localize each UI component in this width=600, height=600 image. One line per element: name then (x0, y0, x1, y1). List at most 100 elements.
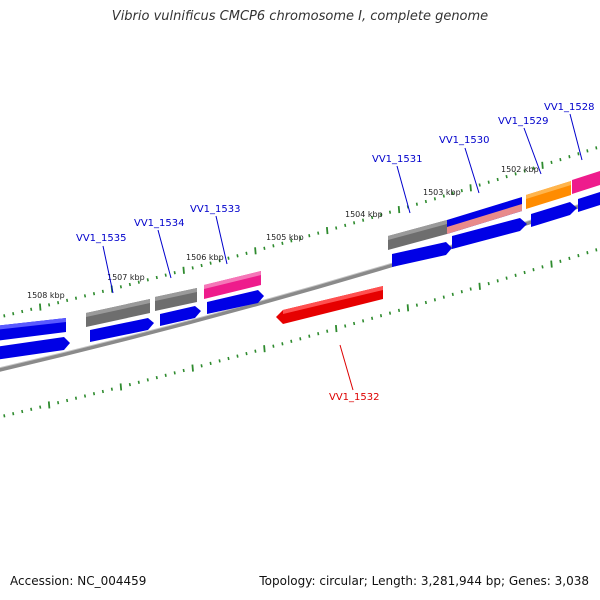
major-tick (326, 227, 329, 235)
minor-tick (101, 389, 104, 394)
minor-tick (541, 265, 544, 269)
minor-tick (119, 285, 122, 289)
cds-arrow[interactable] (90, 318, 154, 342)
minor-tick (478, 183, 481, 187)
cds-bar-overlay (0, 318, 66, 330)
major-tick (335, 325, 338, 333)
minor-tick (227, 356, 230, 361)
minor-tick (415, 202, 418, 206)
minor-tick (451, 191, 454, 195)
major-tick (119, 383, 123, 391)
minor-tick (505, 276, 508, 280)
minor-tick (344, 324, 347, 328)
gene-label-vv1-1531[interactable]: VV1_1531 (372, 154, 423, 165)
minor-tick (442, 295, 445, 299)
minor-tick (469, 287, 472, 291)
minor-tick (388, 311, 392, 315)
minor-tick (362, 319, 365, 323)
cds-row-inner (0, 192, 600, 360)
minor-tick (12, 412, 15, 416)
major-tick (469, 184, 472, 192)
minor-tick (155, 275, 158, 280)
minor-tick (191, 266, 194, 270)
gene-label-vv1-1530[interactable]: VV1_1530 (439, 135, 490, 146)
minor-tick (146, 378, 149, 382)
leader-line-1531 (396, 165, 411, 214)
scale-label-1505: 1505 kbp (266, 233, 304, 242)
minor-tick (568, 155, 571, 159)
inner-tick-ring (3, 248, 598, 418)
gene-gray-highlight (155, 288, 197, 301)
gene-label-vv1-1528[interactable]: VV1_1528 (544, 102, 595, 113)
minor-tick (317, 332, 320, 336)
gene-label-vv1-1535[interactable]: VV1_1535 (76, 233, 127, 244)
scale-label-1503: 1503 kbp (423, 188, 461, 197)
minor-tick (173, 371, 176, 375)
gene-salmon[interactable] (447, 204, 522, 234)
cds-arrow[interactable] (0, 337, 70, 360)
minor-tick (532, 268, 535, 272)
minor-tick (218, 259, 221, 263)
gene-pink[interactable] (572, 171, 600, 194)
scale-label-1507: 1507 kbp (107, 273, 145, 282)
minor-tick (66, 398, 69, 403)
minor-tick (272, 244, 275, 248)
minor-tick (128, 382, 131, 387)
minor-tick (487, 281, 490, 286)
minor-tick (371, 316, 374, 320)
gene-gray-highlight (86, 299, 150, 317)
minor-tick (92, 292, 96, 296)
minor-tick (57, 301, 60, 305)
gene-row-outer (0, 171, 600, 341)
minor-tick (460, 290, 463, 294)
minor-tick (137, 380, 140, 384)
gene-label-vv1-1534[interactable]: VV1_1534 (134, 218, 185, 229)
minor-tick (182, 368, 185, 373)
minor-tick (21, 409, 24, 414)
minor-tick (388, 210, 392, 214)
minor-tick (263, 246, 266, 250)
major-tick (541, 161, 544, 169)
minor-tick (424, 300, 427, 305)
cds-arrow[interactable] (531, 202, 577, 227)
scale-label-1506: 1506 kbp (186, 253, 224, 262)
cds-arrow[interactable] (207, 290, 264, 314)
minor-tick (146, 278, 149, 282)
minor-tick (523, 169, 526, 173)
minor-tick (371, 215, 374, 220)
minor-tick (245, 251, 248, 255)
leader-line-1532 (339, 344, 354, 391)
major-tick (191, 364, 194, 372)
minor-tick (57, 401, 60, 405)
accession-text: Accession: NC_004459 (10, 574, 147, 588)
cds-arrow[interactable] (452, 218, 527, 249)
gene-label-vv1-1529[interactable]: VV1_1529 (498, 116, 549, 127)
gene-label-vv1-1533[interactable]: VV1_1533 (190, 204, 241, 215)
cds-arrow[interactable] (578, 192, 600, 212)
minor-tick (595, 146, 598, 150)
minor-tick (362, 218, 365, 222)
minor-tick (227, 256, 230, 260)
leader-line-1535 (102, 245, 114, 294)
minor-tick (3, 414, 6, 418)
gene-gray-highlight (388, 220, 447, 240)
gene-label-vv1-1532[interactable]: VV1_1532 (329, 392, 380, 403)
minor-tick (281, 342, 284, 346)
cds-arrow[interactable] (392, 242, 452, 267)
minor-tick (586, 149, 589, 153)
minor-tick (326, 329, 329, 333)
minor-tick (66, 298, 69, 303)
cds-arrow[interactable] (160, 306, 201, 326)
minor-tick (12, 312, 15, 316)
minor-tick (290, 239, 293, 243)
scale-label-1504: 1504 kbp (345, 210, 383, 219)
minor-tick (577, 253, 580, 258)
minor-tick (155, 375, 158, 380)
minor-tick (451, 292, 454, 297)
minor-tick (164, 373, 167, 377)
minor-tick (308, 234, 311, 238)
minor-tick (209, 261, 212, 265)
minor-tick (299, 337, 302, 341)
minor-tick (496, 279, 499, 283)
